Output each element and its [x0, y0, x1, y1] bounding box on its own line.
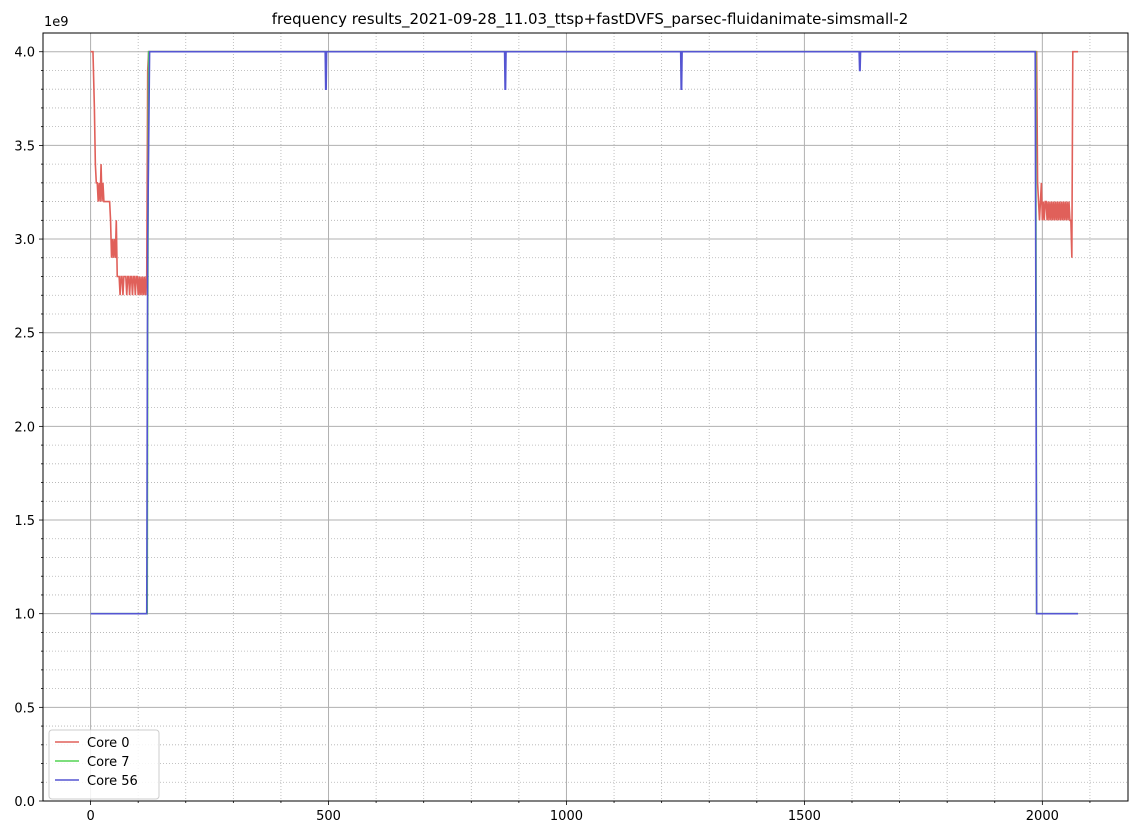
- legend-label: Core 0: [87, 736, 130, 751]
- x-tick-label: 2000: [1026, 809, 1059, 824]
- x-tick-label: 0: [86, 809, 94, 824]
- x-axis: 0 500 1000 1500 2000: [86, 801, 1091, 824]
- y-tick-label: 0.0: [14, 795, 35, 810]
- plot-frame: [42, 32, 1129, 802]
- chart-title: frequency results_2021-09-28_11.03_ttsp+…: [272, 10, 909, 29]
- series-line-core-0: [90, 50, 1079, 296]
- y-tick-label: 0.5: [14, 701, 35, 716]
- legend: Core 0 Core 7 Core 56: [48, 729, 160, 800]
- major-grid: [43, 33, 1128, 802]
- x-tick-label: 500: [316, 809, 341, 824]
- y-tick-label: 4.0: [14, 46, 35, 61]
- y-multiplier-label: 1e9: [44, 15, 69, 30]
- x-tick-label: 1500: [788, 809, 821, 824]
- series-line-core-56: [90, 50, 1079, 615]
- x-tick-label: 1000: [550, 809, 583, 824]
- y-axis: 0.0 0.5 1.0 1.5 2.0 2.5 3.0 3.5 4.0: [14, 46, 43, 810]
- minor-grid: [43, 33, 1128, 801]
- y-tick-label: 3.0: [14, 233, 35, 248]
- y-tick-label: 3.5: [14, 139, 35, 154]
- y-tick-label: 1.5: [14, 514, 35, 529]
- legend-label: Core 56: [87, 774, 138, 789]
- y-tick-label: 2.5: [14, 327, 35, 342]
- legend-box: [48, 729, 160, 800]
- series-layer: [90, 50, 1079, 615]
- legend-label: Core 7: [87, 755, 130, 770]
- y-tick-label: 2.0: [14, 420, 35, 435]
- y-tick-label: 1.0: [14, 608, 35, 623]
